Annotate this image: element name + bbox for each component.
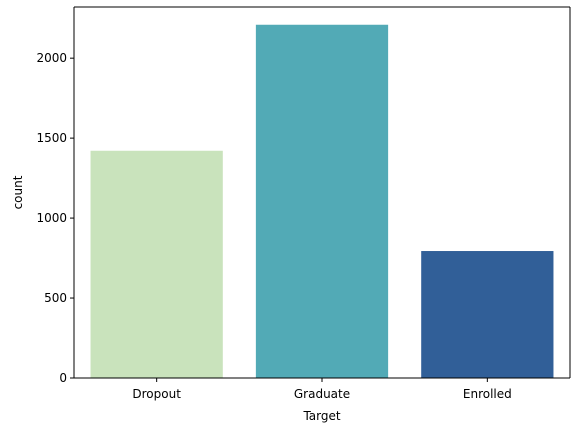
y-ticks: 0 500 1000 1500 2000 (36, 51, 74, 385)
bars-layer (90, 24, 554, 379)
y-tick-label: 1500 (36, 131, 67, 145)
x-axis-label: Target (302, 409, 340, 423)
x-ticks: Dropout Graduate Enrolled (132, 378, 512, 401)
y-tick-label: 2000 (36, 51, 67, 65)
x-tick-label-graduate: Graduate (294, 387, 350, 401)
bar-dropout (90, 150, 223, 378)
y-tick-label: 1000 (36, 211, 67, 225)
x-tick-label-enrolled: Enrolled (463, 387, 512, 401)
y-tick-label: 500 (44, 291, 67, 305)
y-axis-label: count (11, 175, 25, 209)
bar-enrolled (421, 251, 554, 378)
y-tick-label: 0 (59, 371, 67, 385)
bar-graduate (255, 24, 389, 379)
x-tick-label-dropout: Dropout (132, 387, 181, 401)
